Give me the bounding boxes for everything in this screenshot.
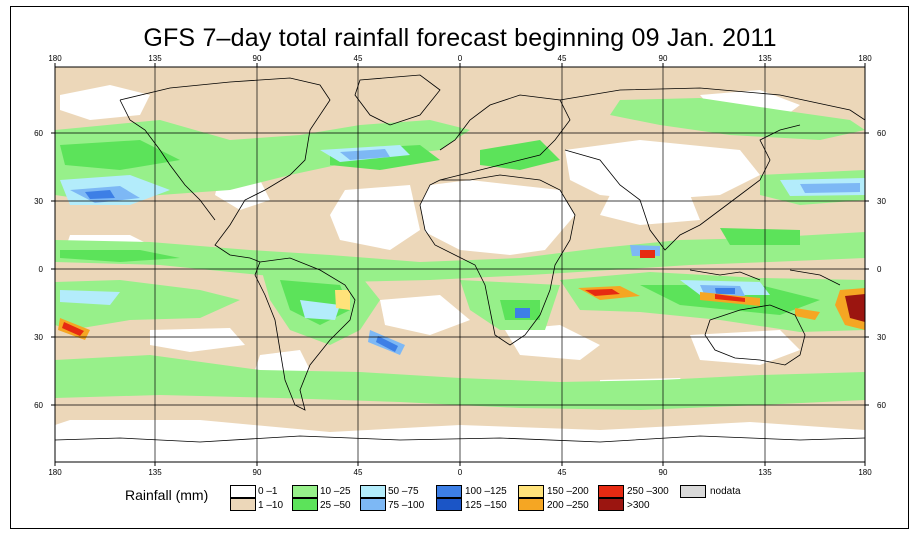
legend-label: 150 –200 [547, 486, 589, 497]
lon-label: 135 [758, 54, 772, 63]
lon-label: 45 [558, 468, 567, 477]
legend-label: 125 –150 [465, 500, 507, 511]
legend-label: nodata [710, 486, 741, 497]
lon-label: 45 [558, 54, 567, 63]
lon-label: 0 [458, 54, 463, 63]
lon-label: 180 [48, 468, 62, 477]
lon-labels-top: 180 135 90 45 0 45 90 135 180 [48, 54, 872, 63]
legend-label: 200 –250 [547, 500, 589, 511]
lat-label: 30 [34, 197, 43, 206]
legend-swatch-over-300 [598, 498, 624, 511]
legend-label: 50 –75 [388, 486, 419, 497]
lat-labels-left: 60 30 0 30 60 [34, 129, 43, 410]
legend-swatch-200-250 [518, 498, 544, 511]
legend-swatch-75-100 [360, 498, 386, 511]
legend-label: 100 –125 [465, 486, 507, 497]
lat-label: 60 [34, 401, 43, 410]
lat-label: 30 [877, 333, 886, 342]
map-area [55, 67, 865, 462]
map-title: GFS 7–day total rainfall forecast beginn… [143, 24, 777, 52]
legend-label: 75 –100 [388, 500, 425, 511]
lon-label: 45 [354, 54, 363, 63]
lat-label: 30 [877, 197, 886, 206]
lon-label: 180 [858, 468, 872, 477]
lat-labels-right: 60 30 0 30 60 [877, 129, 886, 410]
legend-label: 25 –50 [320, 500, 351, 511]
legend-label: >300 [627, 500, 650, 511]
legend-swatch-0-1 [230, 485, 256, 498]
graticule [55, 67, 865, 462]
legend-label: 1 –10 [258, 500, 284, 511]
lon-label: 135 [758, 468, 772, 477]
rain-100-150 [85, 190, 735, 352]
legend-swatch-1-10 [230, 498, 256, 511]
lat-label: 60 [877, 129, 886, 138]
lon-label: 180 [858, 54, 872, 63]
lat-label: 0 [877, 265, 882, 274]
legend-swatch-150-200 [518, 485, 544, 498]
tick-marks [51, 63, 869, 466]
lon-label: 135 [148, 54, 162, 63]
lon-label: 0 [458, 468, 463, 477]
rain-heavy [58, 250, 865, 340]
legend-swatch-50-75 [360, 485, 386, 498]
lon-label: 90 [253, 54, 262, 63]
legend-swatch-125-150 [436, 498, 462, 511]
legend-swatch-250-300 [598, 485, 624, 498]
legend-swatch-25-50 [292, 498, 318, 511]
lat-label: 60 [34, 129, 43, 138]
legend-label: 10 –25 [320, 486, 351, 497]
coastlines [55, 74, 865, 443]
rain-25-50 [60, 140, 820, 325]
lon-label: 90 [659, 54, 668, 63]
lat-label: 30 [34, 333, 43, 342]
legend-swatch-10-25 [292, 485, 318, 498]
legend-label: 250 –300 [627, 486, 669, 497]
lon-label: 90 [659, 468, 668, 477]
lon-label: 45 [354, 468, 363, 477]
legend-swatch-nodata [680, 485, 706, 498]
lat-label: 60 [877, 401, 886, 410]
lon-label: 135 [148, 468, 162, 477]
lon-label: 180 [48, 54, 62, 63]
lon-label: 90 [253, 468, 262, 477]
legend-label: 0 –1 [258, 486, 278, 497]
legend-title: Rainfall (mm) [125, 487, 209, 503]
lat-label: 0 [39, 265, 44, 274]
lon-labels-bottom: 180 135 90 45 0 45 90 135 180 [48, 468, 872, 477]
legend-swatch-100-125 [436, 485, 462, 498]
